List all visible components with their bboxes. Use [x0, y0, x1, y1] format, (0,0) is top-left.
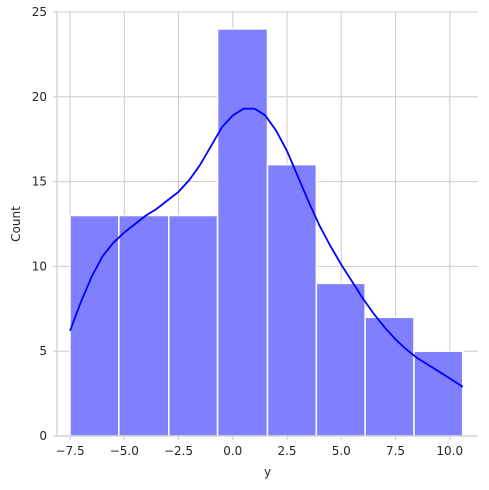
x-tick-label: 2.5	[277, 444, 296, 458]
histogram-bar	[315, 282, 366, 437]
histogram-bar	[216, 28, 269, 437]
histogram-bar	[266, 163, 318, 437]
x-tick-label: −2.5	[164, 444, 193, 458]
y-axis-ticks: 0 5 10 15 20 25	[32, 5, 57, 443]
x-axis-label: y	[264, 465, 271, 479]
histogram-bar	[69, 214, 120, 437]
x-axis-ticks: −7.5 −5.0 −2.5 0.0 2.5 5.0 7.5 10.0	[55, 436, 463, 458]
y-tick-label: 10	[32, 259, 47, 273]
x-tick-label: 0.0	[223, 444, 242, 458]
x-tick-label: 7.5	[386, 444, 405, 458]
histogram-bar	[118, 214, 170, 437]
histogram-bars	[69, 28, 464, 437]
histogram-bar	[364, 316, 415, 437]
histogram-bar	[168, 214, 219, 437]
axes-spines	[56, 12, 478, 437]
x-tick-label: −5.0	[110, 444, 139, 458]
kde-curve	[69, 107, 464, 388]
x-tick-label: 5.0	[332, 444, 351, 458]
y-tick-label: 20	[32, 90, 47, 104]
y-tick-label: 5	[39, 344, 47, 358]
y-axis-label: Count	[9, 206, 23, 242]
y-tick-label: 0	[39, 429, 47, 443]
x-tick-label: −7.5	[55, 444, 84, 458]
y-tick-label: 25	[32, 5, 47, 19]
y-tick-label: 15	[32, 175, 47, 189]
x-tick-label: 10.0	[436, 444, 463, 458]
histogram-bar	[413, 350, 464, 437]
